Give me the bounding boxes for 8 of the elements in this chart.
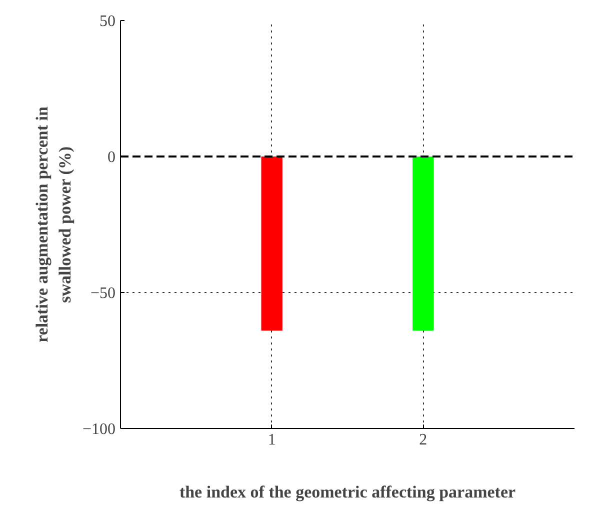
y-axis-title: relative augmentation percent in swallowed power (%) [32,106,74,342]
y-tick-label: 0 [108,149,116,166]
y-tick-label: −100 [82,421,116,438]
y-tick-label: 50 [100,13,116,30]
x-tick-label: 2 [419,432,428,448]
y-tick-label: −50 [90,285,116,302]
x-axis-title: the index of the geometric affecting parameter [179,482,516,502]
x-tick-label: 1 [268,432,276,448]
